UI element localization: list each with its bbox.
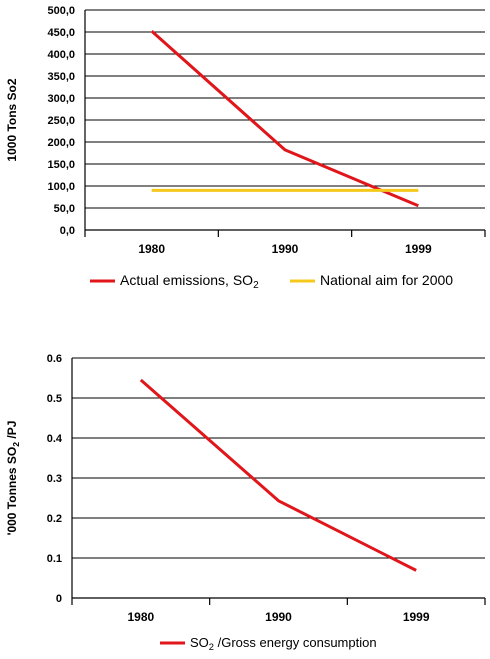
legend-label: SO2 /Gross energy consumption bbox=[190, 635, 377, 652]
y-tick-label: 300,0 bbox=[47, 93, 75, 105]
x-tick-label: 1980 bbox=[138, 242, 165, 256]
y-tick-label: 150,0 bbox=[47, 159, 75, 171]
chart-1: 0,0 50,0 100,0 150,0 200,0 250,0 300,0 350,0 400… bbox=[5, 5, 486, 291]
y-tick-label: 500,0 bbox=[47, 5, 75, 17]
y-tick-label: 0.5 bbox=[47, 393, 62, 405]
y-tick-label: 0.3 bbox=[47, 473, 62, 485]
x-tick-label: 1990 bbox=[272, 242, 299, 256]
x-tick-label: 1990 bbox=[265, 610, 292, 624]
x-tick-label: 1999 bbox=[405, 242, 432, 256]
y-tick-label: 0.2 bbox=[47, 513, 62, 525]
y-tick-label: 0 bbox=[56, 593, 62, 605]
chart-2: 0 0.1 0.2 0.3 0.4 0.5 0.6 1980 1990 1999 '000 Tonn… bbox=[5, 353, 486, 652]
x-tick-label: 1999 bbox=[403, 610, 430, 624]
y-tick-label: 100,0 bbox=[47, 181, 75, 193]
y-tick-label: 0.4 bbox=[47, 433, 63, 445]
x-tick-label: 1980 bbox=[127, 610, 154, 624]
y-tick-label: 0,0 bbox=[60, 225, 75, 237]
series-line-1 bbox=[150, 30, 419, 208]
series-line-1 bbox=[139, 378, 417, 572]
y-tick-label: 200,0 bbox=[47, 137, 75, 149]
y-tick-label: 0.6 bbox=[47, 353, 62, 365]
y-tick-label: 0.1 bbox=[47, 553, 62, 565]
y-axis-label: '000 Tonnes SO2 /PJ bbox=[5, 421, 21, 536]
y-axis-label: 1000 Tons So2 bbox=[5, 78, 19, 161]
y-tick-label: 350,0 bbox=[47, 71, 75, 83]
y-tick-label: 250,0 bbox=[47, 115, 75, 127]
legend-label: Actual emissions, SO2 bbox=[120, 272, 259, 291]
legend-label: National aim for 2000 bbox=[320, 272, 453, 288]
y-tick-label: 450,0 bbox=[47, 27, 75, 39]
y-tick-label: 50,0 bbox=[54, 203, 75, 215]
y-tick-label: 400,0 bbox=[47, 49, 75, 61]
